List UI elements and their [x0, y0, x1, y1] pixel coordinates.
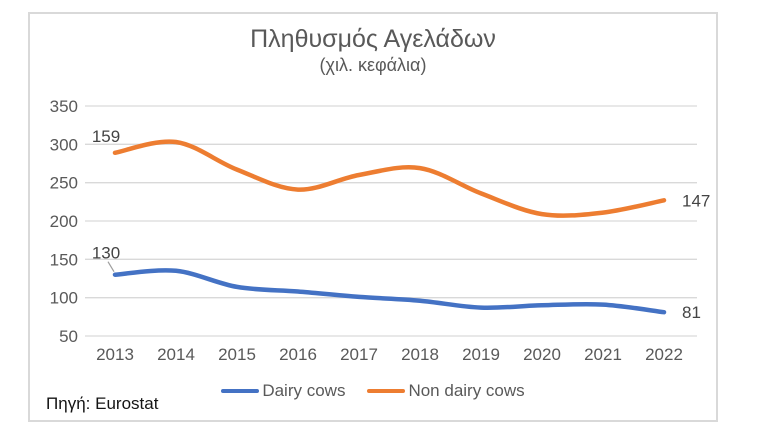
- y-axis-tick-label: 100: [50, 289, 78, 308]
- source-note: Πηγή: Eurostat: [46, 394, 159, 413]
- dairy-cows-legend-swatch: [221, 388, 260, 394]
- dairy-cows-line: [112, 268, 667, 315]
- y-axis-tick-label: 350: [50, 97, 78, 116]
- x-axis-tick-label: 2022: [645, 345, 683, 364]
- dairy-cows-last-data-label: 81: [682, 303, 701, 322]
- non-dairy-cows-last-data-label: 147: [682, 191, 710, 210]
- non-dairy-cows-first-data-label: 159: [92, 127, 120, 146]
- x-axis-tick-label: 2019: [462, 345, 500, 364]
- non-dairy-cows-legend-swatch: [367, 388, 406, 394]
- non-dairy-cows-line: [112, 139, 667, 218]
- legend-item-dairy-cows: Dairy cows: [221, 381, 345, 401]
- x-axis-tick-label: 2021: [584, 345, 622, 364]
- x-axis-tick-label: 2014: [157, 345, 195, 364]
- x-axis-tick-label: 2017: [340, 345, 378, 364]
- y-axis-tick-label: 300: [50, 135, 78, 154]
- legend: Dairy cows Non dairy cows: [28, 381, 718, 401]
- legend-item-non-dairy-cows: Non dairy cows: [367, 381, 525, 401]
- x-axis-tick-label: 2016: [279, 345, 317, 364]
- y-axis-tick-label: 50: [59, 327, 78, 346]
- x-axis-tick-label: 2020: [523, 345, 561, 364]
- x-axis-tick-label: 2015: [218, 345, 256, 364]
- non-dairy-cows-legend-label: Non dairy cows: [408, 381, 525, 400]
- chart-container: [28, 12, 718, 422]
- x-axis-tick-label: 2013: [96, 345, 134, 364]
- y-axis-tick-label: 200: [50, 212, 78, 231]
- label-leader-line: [107, 261, 115, 272]
- dairy-cows-legend-label: Dairy cows: [262, 381, 346, 400]
- dairy-cows-first-data-label: 130: [92, 244, 120, 263]
- x-axis-tick-label: 2018: [401, 345, 439, 364]
- y-axis-tick-label: 250: [50, 174, 78, 193]
- y-axis-tick-label: 150: [50, 250, 78, 269]
